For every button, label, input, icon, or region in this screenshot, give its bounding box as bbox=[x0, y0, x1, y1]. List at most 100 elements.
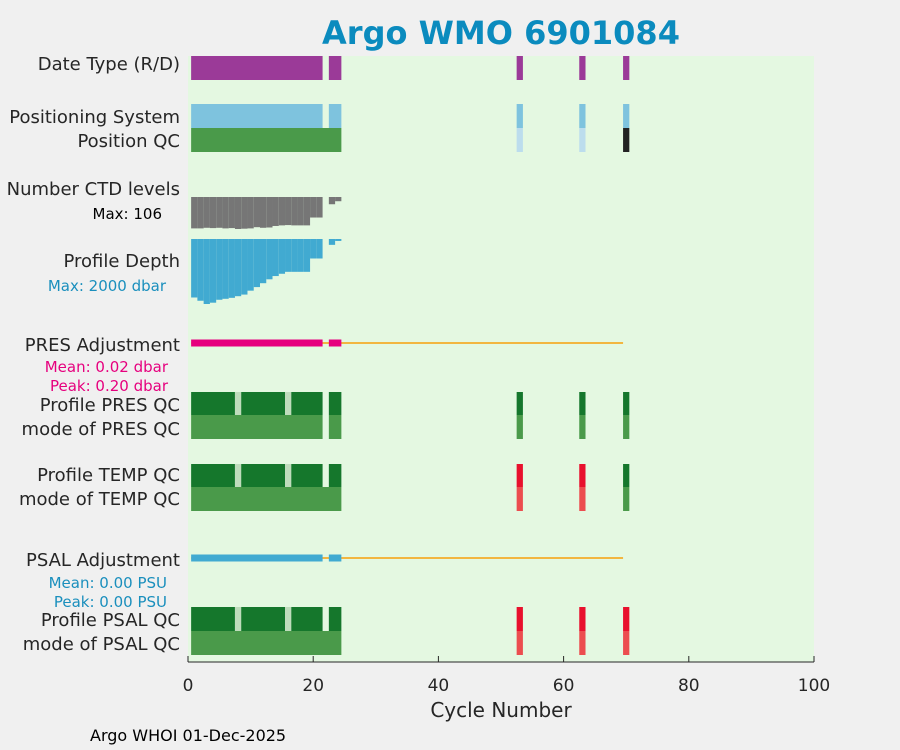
profile-depth-column bbox=[234, 239, 242, 297]
ctd-levels-column bbox=[234, 197, 242, 229]
mode-psal-qc-segment bbox=[516, 631, 523, 655]
profile-temp-qc-segment bbox=[328, 464, 342, 487]
date-type-bar bbox=[579, 56, 586, 80]
ctd-levels-column bbox=[203, 197, 210, 228]
profile-depth-column bbox=[316, 239, 323, 259]
profile-pres-qc-segment bbox=[516, 392, 523, 415]
ctd-levels-column bbox=[247, 197, 254, 229]
profile-depth-column bbox=[328, 239, 336, 245]
psal-adjustment-peak: Peak: 0.00 PSU bbox=[54, 593, 167, 611]
profile-psal-qc-segment bbox=[291, 607, 323, 631]
profile-temp-qc-segment bbox=[234, 464, 242, 487]
profile-pres-qc-segment bbox=[285, 392, 292, 415]
pres-adjustment-peak: Peak: 0.20 dbar bbox=[50, 377, 169, 395]
profile-psal-qc-segment bbox=[241, 607, 286, 631]
positioning-system-bar bbox=[191, 104, 323, 128]
ctd-levels-column bbox=[228, 197, 235, 229]
date-type-bar bbox=[191, 56, 323, 80]
profile-depth-column bbox=[266, 239, 273, 280]
pres-adjustment-bar bbox=[191, 339, 323, 347]
profile-depth-column bbox=[197, 239, 204, 301]
x-tick-label: 20 bbox=[302, 676, 324, 696]
profile-pres-qc-segment bbox=[623, 392, 630, 415]
mode-pres-qc-bar bbox=[623, 415, 630, 439]
profile-depth-column bbox=[222, 239, 229, 299]
row-label-profile-depth: Profile Depth bbox=[63, 251, 180, 272]
profile-temp-qc-segment bbox=[291, 464, 323, 487]
x-tick-label: 80 bbox=[678, 676, 700, 696]
profile-pres-qc-segment bbox=[291, 392, 323, 415]
position-qc-segment bbox=[516, 128, 523, 152]
positioning-system-bar bbox=[579, 104, 586, 128]
profile-psal-qc-segment bbox=[234, 607, 242, 631]
ctd-levels-column bbox=[310, 197, 317, 218]
mode-temp-qc-segment bbox=[191, 487, 342, 511]
mode-pres-qc-bar bbox=[516, 415, 523, 439]
position-qc-segment bbox=[623, 128, 630, 152]
profile-psal-qc-segment bbox=[516, 607, 523, 631]
row-label-date-type: Date Type (R/D) bbox=[38, 54, 180, 75]
profile-pres-qc-segment bbox=[241, 392, 286, 415]
profile-temp-qc-segment bbox=[285, 464, 292, 487]
ctd-levels-column bbox=[278, 197, 286, 226]
row-label-positioning-system: Positioning System bbox=[9, 107, 180, 128]
mode-temp-qc-segment bbox=[579, 487, 586, 511]
ctd-levels-column bbox=[259, 197, 267, 228]
position-qc-segment bbox=[191, 128, 342, 152]
footer-credit: Argo WHOI 01-Dec-2025 bbox=[90, 726, 286, 745]
row-label-psal-adjustment: PSAL Adjustment bbox=[26, 550, 180, 571]
row-label-profile-psal-qc: Profile PSAL QC bbox=[41, 610, 180, 631]
mode-pres-qc-bar bbox=[328, 415, 342, 439]
x-axis: 0 20 40 60 80 100 Cycle Number bbox=[183, 656, 830, 722]
mode-psal-qc-segment bbox=[191, 631, 342, 655]
ctd-levels-column bbox=[316, 197, 323, 218]
mode-temp-qc-segment bbox=[623, 487, 630, 511]
profile-depth-column bbox=[191, 239, 198, 298]
profile-psal-qc-segment bbox=[328, 607, 342, 631]
chart-title: Argo WMO 6901084 bbox=[322, 14, 680, 52]
x-axis-ticks: 0 20 40 60 80 100 bbox=[183, 656, 830, 696]
profile-psal-qc-segment bbox=[191, 607, 235, 631]
positioning-system-bar bbox=[623, 104, 630, 128]
x-axis-label: Cycle Number bbox=[430, 698, 572, 722]
profile-depth-column bbox=[259, 239, 267, 284]
data-marks bbox=[191, 56, 630, 655]
profile-depth-column bbox=[228, 239, 235, 298]
ctd-levels-column bbox=[209, 197, 217, 229]
profile-temp-qc-segment bbox=[579, 464, 586, 487]
row-labels: Date Type (R/D) Positioning System Posit… bbox=[7, 54, 180, 655]
profile-pres-qc-segment bbox=[328, 392, 342, 415]
mode-psal-qc-segment bbox=[623, 631, 630, 655]
date-type-bar bbox=[623, 56, 630, 80]
profile-depth-column bbox=[209, 239, 217, 303]
profile-depth-column bbox=[303, 239, 311, 272]
positioning-system-bar bbox=[328, 104, 342, 128]
profile-psal-qc-segment bbox=[623, 607, 630, 631]
profile-depth-column bbox=[216, 239, 223, 300]
psal-adjustment-bar bbox=[328, 554, 342, 562]
ctd-levels-column bbox=[216, 197, 223, 228]
ctd-levels-column bbox=[266, 197, 273, 228]
ctd-levels-column bbox=[285, 197, 292, 226]
profile-temp-qc-segment bbox=[623, 464, 630, 487]
row-label-mode-psal-qc: mode of PSAL QC bbox=[23, 634, 180, 655]
psal-adjustment-bar bbox=[191, 554, 323, 562]
ctd-levels-column bbox=[335, 197, 342, 202]
ctd-levels-column bbox=[222, 197, 229, 229]
pres-adjustment-mean: Mean: 0.02 dbar bbox=[45, 358, 169, 376]
profile-depth-column bbox=[285, 239, 292, 272]
profile-depth-column bbox=[203, 239, 210, 304]
date-type-bar bbox=[516, 56, 523, 80]
ctd-levels-max: Max: 106 bbox=[93, 205, 162, 223]
ctd-levels-column bbox=[297, 197, 304, 226]
psal-adjustment-mean: Mean: 0.00 PSU bbox=[49, 574, 167, 592]
position-qc-segment bbox=[579, 128, 586, 152]
mode-pres-qc-bar bbox=[191, 415, 323, 439]
mode-psal-qc-segment bbox=[579, 631, 586, 655]
positioning-system-bar bbox=[516, 104, 523, 128]
x-tick-label: 100 bbox=[798, 676, 830, 696]
row-label-position-qc: Position QC bbox=[77, 131, 180, 152]
profile-depth-column bbox=[272, 239, 279, 277]
profile-depth-column bbox=[278, 239, 286, 274]
ctd-levels-column bbox=[291, 197, 298, 226]
